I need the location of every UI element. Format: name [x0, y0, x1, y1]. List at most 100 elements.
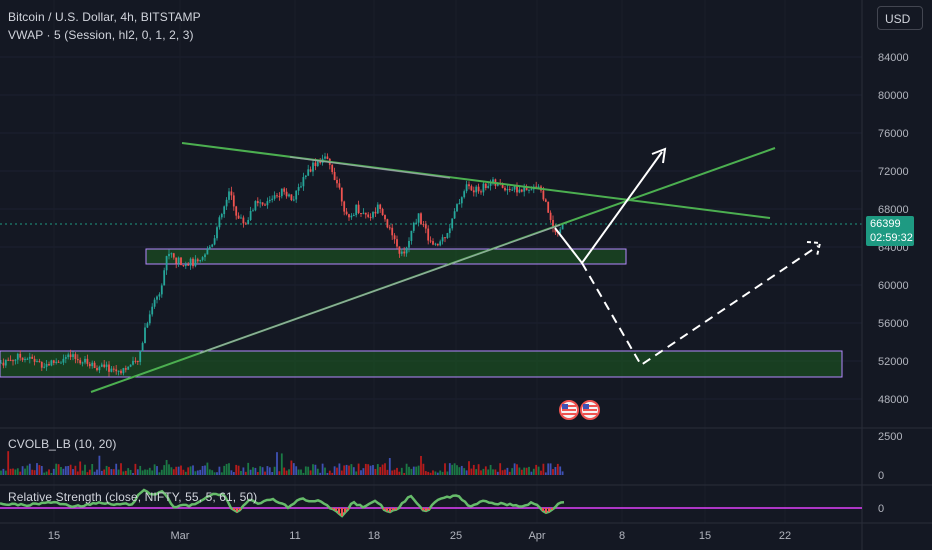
volume-bar: [422, 463, 425, 475]
candle-body: [86, 358, 89, 364]
candle-body: [420, 213, 422, 225]
volume-bar: [408, 466, 410, 475]
candle-body: [304, 175, 307, 178]
volume-bar: [194, 471, 197, 475]
candle-body: [518, 189, 521, 193]
time-axis[interactable]: 15 Mar 11 18 25 Apr 8 15 22: [48, 530, 791, 542]
candle-body: [367, 214, 370, 217]
candle-body: [141, 343, 144, 352]
volume-bar: [105, 465, 108, 475]
candle-body: [88, 363, 91, 367]
volume-bar: [444, 463, 446, 475]
volume-bar: [424, 471, 427, 475]
candle-body: [456, 204, 458, 212]
candle-body: [561, 224, 564, 230]
candle-body: [271, 198, 274, 200]
candle-body: [216, 227, 218, 239]
candle-body: [139, 351, 142, 362]
volume-bar: [122, 471, 125, 475]
volume-bar: [172, 469, 175, 475]
symbol-title[interactable]: Bitcoin / U.S. Dollar, 4h, BITSTAMP: [8, 10, 201, 24]
volume-bar: [211, 470, 214, 475]
candle-body: [31, 356, 34, 359]
volume-bar: [547, 463, 550, 475]
us-flag-event-icon[interactable]: [559, 400, 579, 420]
candle-body: [429, 240, 432, 242]
candle-body: [297, 187, 300, 191]
vwap-indicator-legend[interactable]: VWAP · 5 (Session, hl2, 0, 1, 2, 3): [8, 28, 194, 42]
candle-body: [436, 243, 439, 246]
bearish-projection: [581, 245, 819, 367]
candle-body: [38, 361, 41, 363]
volume-bar: [506, 467, 509, 475]
candle-body: [72, 354, 74, 358]
candle-body: [523, 187, 526, 192]
candle-body: [144, 327, 146, 344]
candle-body: [26, 358, 29, 360]
candle-body: [117, 370, 120, 372]
candle-body: [148, 314, 151, 324]
volume-bar: [141, 470, 144, 475]
candle-body: [276, 195, 278, 197]
candle-body: [208, 246, 211, 250]
volume-bar: [26, 465, 29, 475]
candle-body: [312, 162, 314, 172]
currency-button[interactable]: USD: [877, 6, 923, 30]
candle-body: [345, 211, 348, 215]
candle-body: [196, 259, 199, 262]
volume-bar: [300, 469, 302, 475]
volume-bar: [331, 472, 334, 475]
rsi-indicator-legend[interactable]: Relative Strength (close, NIFTY, 55, 5, …: [8, 490, 258, 504]
volume-bar: [199, 469, 202, 475]
candle-body: [530, 189, 533, 191]
candle-body: [290, 194, 293, 201]
volume-bar: [36, 463, 38, 475]
volume-bar: [273, 466, 276, 475]
projection-paths: [554, 147, 822, 367]
price-axis[interactable]: 8400080000760007200068000640006000056000…: [878, 52, 909, 406]
candle-body: [446, 233, 449, 238]
volume-bar: [556, 463, 559, 475]
bar-countdown: 02:59:32: [870, 232, 913, 244]
volume-bar: [288, 469, 290, 475]
volume-bar: [381, 464, 384, 475]
volume-bar: [12, 468, 14, 475]
candle-body: [122, 368, 125, 374]
event-markers[interactable]: [559, 400, 600, 420]
volume-bar: [67, 465, 70, 475]
us-flag-event-icon[interactable]: [580, 400, 600, 420]
volume-indicator-legend[interactable]: CVOLB_LB (10, 20): [8, 437, 117, 451]
volume-bar: [400, 467, 403, 475]
candle-body: [240, 217, 242, 219]
candle-body: [547, 201, 550, 213]
volume-bar: [213, 472, 216, 475]
candle-body: [168, 253, 170, 257]
volume-bar: [86, 472, 89, 475]
volume-bar: [391, 470, 394, 475]
candle-body: [146, 323, 149, 328]
candle-body: [52, 360, 55, 363]
candle-body: [280, 188, 283, 197]
volume-bar: [235, 464, 238, 475]
volume-bar: [292, 463, 295, 475]
time-tick-label: Mar: [171, 530, 190, 542]
candle-body: [357, 204, 360, 213]
volume-tick-label: 2500: [878, 431, 902, 443]
volume-bar: [206, 462, 209, 475]
volume-bar: [362, 468, 365, 475]
volume-bar: [242, 467, 245, 475]
candle-body: [273, 195, 276, 199]
volume-bar: [532, 468, 535, 475]
candle-body: [396, 239, 398, 247]
candle-body: [153, 299, 156, 307]
time-tick-label: Apr: [528, 530, 545, 542]
rsi-line-negative: [230, 508, 553, 516]
candle-body: [60, 362, 62, 364]
candle-body: [96, 367, 98, 371]
candle-body: [57, 361, 60, 363]
volume-bar: [127, 468, 130, 475]
last-price-tag: 66399 02:59:32: [866, 216, 914, 246]
rsi-axis: 0: [878, 503, 884, 515]
volume-bar: [218, 466, 221, 475]
